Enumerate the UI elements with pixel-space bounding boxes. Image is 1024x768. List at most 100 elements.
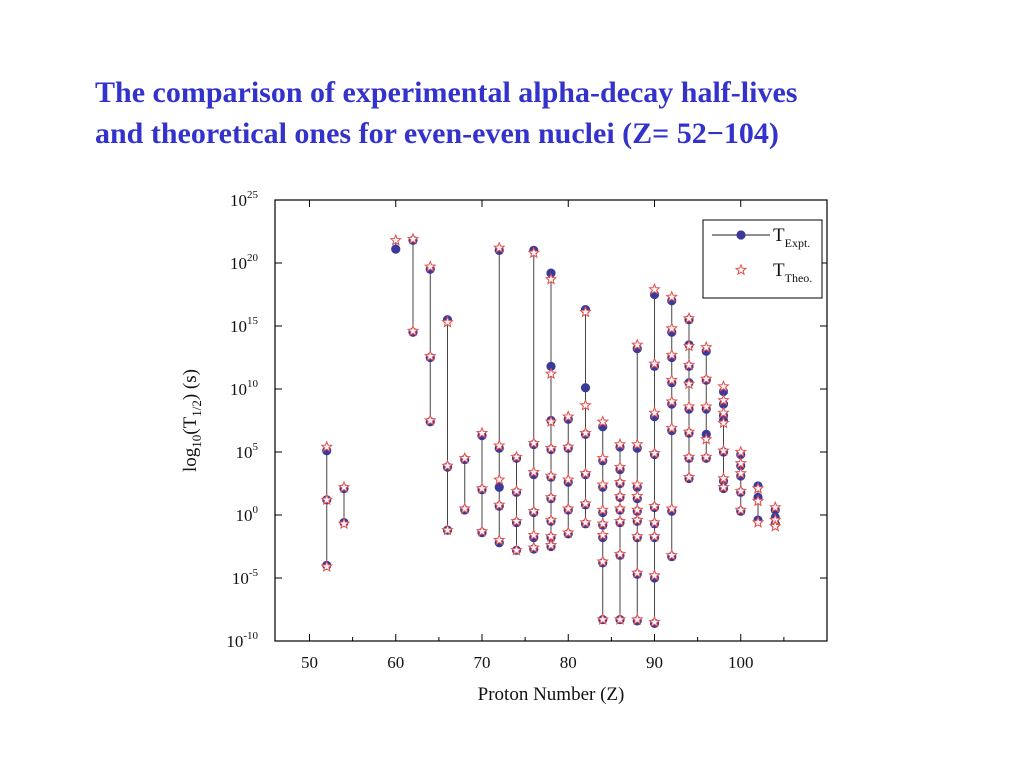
theo-point — [613, 502, 627, 514]
theo-point — [682, 377, 696, 390]
theo-point — [631, 613, 644, 625]
theo-point — [648, 406, 661, 419]
theo-point — [613, 475, 627, 488]
theo-point — [475, 482, 489, 494]
theo-point — [648, 529, 661, 542]
theo-point — [596, 451, 609, 464]
theo-point — [700, 340, 713, 353]
x-axis-label: Proton Number (Z) — [478, 684, 625, 705]
slide-title: The comparison of experimental alpha-dec… — [95, 72, 995, 154]
theo-point — [682, 450, 696, 463]
theo-point — [665, 421, 678, 434]
theo-point — [458, 451, 471, 464]
plot-frame — [274, 199, 828, 642]
theo-point — [527, 246, 540, 259]
theo-point — [648, 446, 661, 459]
theo-point — [665, 348, 678, 361]
theo-point — [596, 415, 609, 428]
theo-point — [665, 395, 678, 407]
slide-title-line-2: and theoretical ones for even-even nucle… — [95, 117, 779, 150]
slide-title-line-1: The comparison of experimental alpha-dec… — [95, 76, 798, 109]
chart-legend: TExpt. TTheo. — [702, 219, 823, 299]
theo-point — [613, 460, 627, 473]
theo-point — [613, 613, 627, 625]
expt-point — [546, 361, 556, 371]
theo-point — [717, 444, 730, 457]
theo-point — [579, 466, 592, 479]
theo-point — [751, 482, 765, 494]
theo-point — [631, 529, 644, 542]
theo-point — [406, 232, 420, 245]
theo-point — [613, 437, 627, 450]
theo-point — [493, 241, 506, 254]
theo-point — [596, 517, 609, 530]
theo-point — [544, 490, 558, 503]
theo-point — [682, 311, 696, 324]
theo-point — [631, 338, 644, 351]
theo-point — [665, 373, 678, 386]
y-tick-label: 100 — [236, 504, 259, 525]
theo-point — [579, 305, 592, 318]
theo-point — [700, 372, 713, 385]
theo-point — [527, 436, 540, 449]
theo-point — [596, 478, 609, 491]
theo-point — [682, 425, 696, 438]
theo-point — [544, 469, 558, 482]
theo-point — [751, 494, 765, 507]
theo-point — [493, 498, 506, 511]
theo-point — [458, 502, 471, 514]
theo-point — [648, 615, 661, 628]
chart-axes: 50 60 70 80 90 100 10-10 10-5 100 105 1010 1015 1020… — [180, 189, 828, 705]
theo-point — [596, 613, 609, 625]
theo-point — [544, 441, 558, 454]
expt-point — [494, 482, 504, 492]
theo-point — [648, 499, 661, 512]
x-tick-label: 50 — [301, 653, 318, 672]
legend-label-expt: TExpt. — [773, 225, 810, 250]
theo-point — [734, 466, 747, 479]
theo-point — [441, 459, 454, 472]
y-tick-label: 1025 — [230, 189, 259, 210]
theo-point — [596, 503, 609, 516]
theo-point — [544, 272, 558, 285]
theo-point — [631, 437, 644, 450]
theo-point — [717, 393, 730, 406]
theo-point — [717, 416, 730, 429]
theo-point — [493, 533, 506, 546]
theo-point — [441, 315, 454, 328]
theo-point — [527, 504, 540, 517]
theo-point — [527, 528, 540, 541]
legend-label-theo: TTheo. — [773, 260, 812, 285]
legend-expt-marker — [736, 230, 746, 240]
y-tick-label: 10-10 — [226, 630, 258, 651]
theo-point — [475, 426, 489, 439]
theo-point — [665, 321, 678, 334]
theo-point — [682, 400, 696, 412]
legend-box — [702, 219, 823, 299]
y-tick-label: 1010 — [230, 378, 259, 399]
theo-point — [320, 440, 333, 453]
expt-point — [580, 383, 591, 393]
theo-point — [665, 290, 678, 303]
theo-point — [613, 514, 627, 527]
theo-point — [562, 526, 575, 538]
theo-point — [579, 497, 592, 509]
theo-point — [596, 528, 609, 541]
x-tick-label: 90 — [646, 653, 663, 672]
theo-point — [337, 480, 351, 493]
expt-point — [391, 244, 401, 254]
y-tick-label: 10-5 — [232, 567, 259, 588]
theo-point — [648, 568, 661, 581]
theo-point — [510, 450, 523, 463]
x-tick-label: 80 — [560, 653, 577, 672]
theo-point — [700, 432, 713, 445]
theo-point — [631, 489, 644, 502]
theo-point — [700, 400, 713, 412]
theo-point — [717, 406, 730, 419]
theo-point — [441, 523, 454, 536]
series-theo — [320, 232, 782, 628]
theo-point — [665, 548, 678, 561]
x-tick-label: 100 — [728, 653, 754, 672]
theo-point — [424, 349, 437, 362]
